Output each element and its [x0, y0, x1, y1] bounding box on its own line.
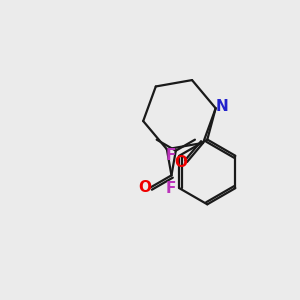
Text: O: O — [138, 180, 151, 195]
Text: N: N — [216, 99, 229, 114]
Text: F: F — [165, 181, 176, 196]
Text: F: F — [165, 148, 176, 163]
Text: O: O — [174, 154, 187, 169]
